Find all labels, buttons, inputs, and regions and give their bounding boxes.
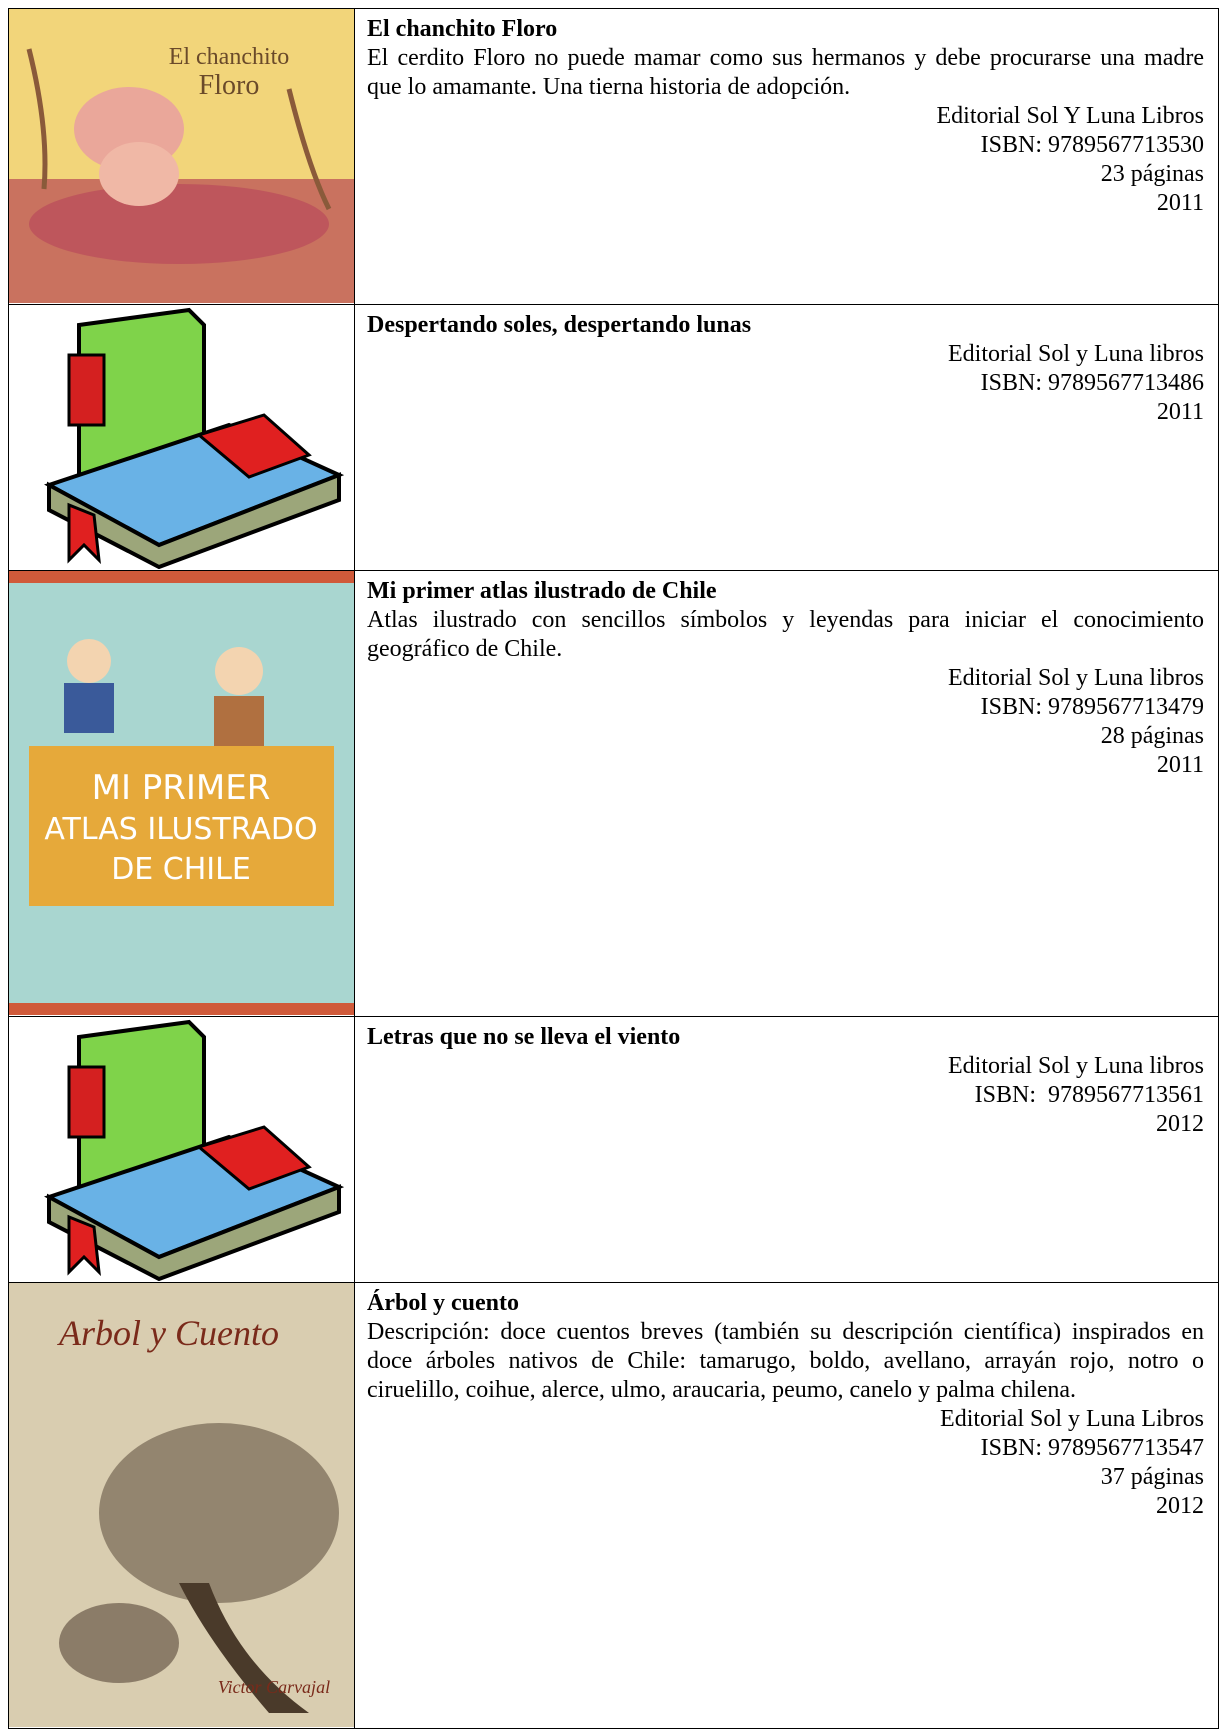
- cover: El chanchito Floro: [9, 9, 354, 303]
- row: Despertando soles, despertando lunas Edi…: [8, 304, 1219, 571]
- book-description: Descripción: doce cuentos breves (tambié…: [367, 1319, 1204, 1403]
- info-cell: Letras que no se lleva el viento Editori…: [354, 1016, 1219, 1283]
- row: Arbol y Cuento Victor Carvajal Árbol y c…: [8, 1282, 1219, 1729]
- cover-cell: Arbol y Cuento Victor Carvajal: [8, 1282, 355, 1729]
- info-cell: Árbol y cuento Descripción: doce cuentos…: [354, 1282, 1219, 1729]
- book-detail: Editorial Sol y Luna libros: [948, 665, 1204, 691]
- cover: Arbol y Cuento Victor Carvajal: [9, 1283, 354, 1727]
- row: MI PRIMER ATLAS ILUSTRADO DE CHILE Mi pr…: [8, 570, 1219, 1017]
- cover-text: ATLAS ILUSTRADO: [44, 812, 317, 847]
- book-detail: ISBN: 9789567713479: [980, 694, 1204, 720]
- book-title: Despertando soles, despertando lunas: [367, 312, 752, 338]
- book-detail: Editorial Sol Y Luna Libros: [936, 103, 1204, 129]
- book-detail: 2011: [1156, 399, 1204, 425]
- book-detail: ISBN: 9789567713530: [980, 132, 1204, 158]
- book-detail: ISBN: 9789567713486: [980, 370, 1204, 396]
- book-description: Atlas ilustrado con sencillos símbolos y…: [367, 607, 1204, 662]
- cover-text: Victor Carvajal: [218, 1677, 330, 1697]
- book-title: El chanchito Floro: [367, 16, 558, 42]
- info-cell: Despertando soles, despertando lunas Edi…: [354, 304, 1219, 571]
- cover-text: Floro: [199, 70, 260, 101]
- book-detail: 2011: [1156, 190, 1204, 216]
- book-detail: Editorial Sol y Luna libros: [948, 1053, 1204, 1079]
- book-detail: ISBN: 9789567713547: [980, 1435, 1204, 1461]
- book-icon: [44, 307, 345, 569]
- book-title: Árbol y cuento: [367, 1290, 519, 1316]
- cover-cell: El chanchito Floro: [8, 8, 355, 305]
- book-detail: 2012: [1156, 1111, 1204, 1137]
- cover-text: DE CHILE: [111, 852, 251, 887]
- cover-cell: MI PRIMER ATLAS ILUSTRADO DE CHILE: [8, 570, 355, 1017]
- info-cell: El chanchito Floro El cerdito Floro no p…: [354, 8, 1219, 305]
- row: Letras que no se lleva el viento Editori…: [8, 1016, 1219, 1283]
- book-title: Mi primer atlas ilustrado de Chile: [367, 578, 717, 604]
- book-detail: 37 páginas: [1100, 1464, 1204, 1490]
- info-cell: Mi primer atlas ilustrado de Chile Atlas…: [354, 570, 1219, 1017]
- cover-text: Arbol y Cuento: [57, 1313, 279, 1353]
- book-title: Letras que no se lleva el viento: [367, 1024, 681, 1050]
- book-detail: Editorial Sol y Luna libros: [948, 341, 1204, 367]
- cover-cell: [8, 1016, 355, 1283]
- row: El chanchito Floro El chanchito Floro El…: [8, 8, 1219, 305]
- cover-text: El chanchito: [169, 44, 290, 70]
- book-icon: [44, 1019, 345, 1281]
- cover-cell: [8, 304, 355, 571]
- book-detail: Editorial Sol y Luna Libros: [940, 1406, 1204, 1432]
- book-description: El cerdito Floro no puede mamar como sus…: [367, 45, 1204, 100]
- cover-text: MI PRIMER: [92, 768, 271, 808]
- book-detail: 23 páginas: [1100, 161, 1204, 187]
- book-detail: ISBN: 9789567713561: [974, 1082, 1204, 1108]
- book-table: El chanchito Floro El chanchito Floro El…: [8, 8, 1219, 1729]
- book-detail: 28 páginas: [1100, 723, 1204, 749]
- book-detail: 2011: [1156, 752, 1204, 778]
- cover: MI PRIMER ATLAS ILUSTRADO DE CHILE: [9, 571, 354, 1015]
- book-detail: 2012: [1156, 1493, 1204, 1519]
